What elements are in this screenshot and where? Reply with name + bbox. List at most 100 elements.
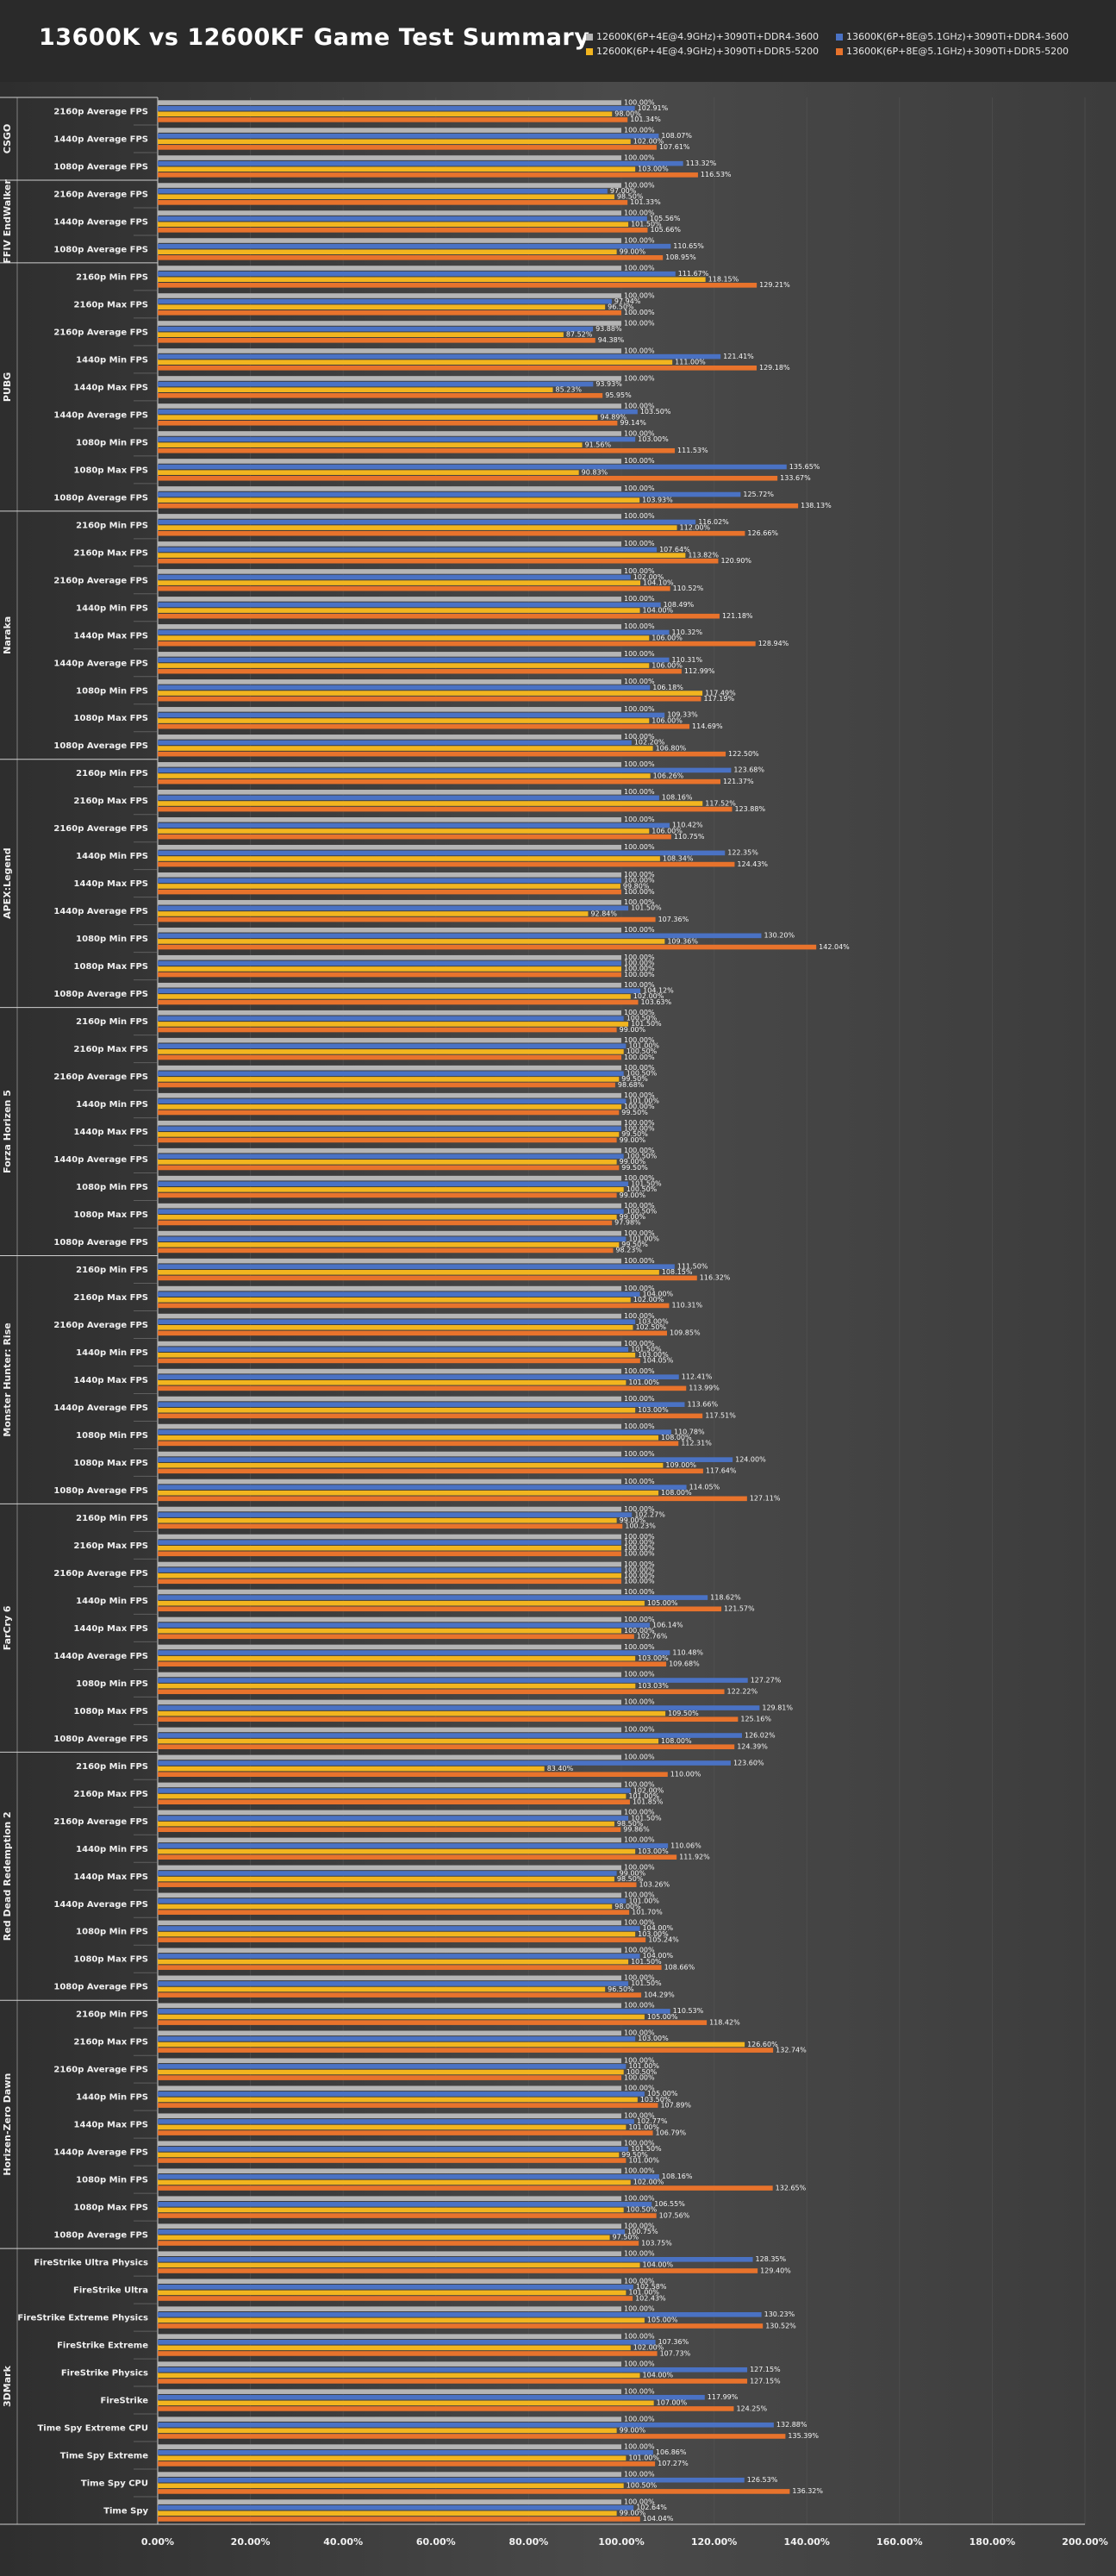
data-label: 107.73% bbox=[660, 2349, 691, 2357]
bar bbox=[158, 1071, 624, 1077]
data-label: 106.80% bbox=[656, 744, 687, 752]
data-label: 136.32% bbox=[792, 2487, 823, 2495]
category-label: 2160p Max FPS bbox=[74, 300, 148, 309]
bar bbox=[158, 2141, 621, 2147]
data-label: 100.00% bbox=[624, 953, 655, 961]
data-label: 100.00% bbox=[624, 678, 655, 685]
data-label: 93.88% bbox=[595, 325, 622, 333]
data-label: 99.00% bbox=[620, 1026, 646, 1034]
bar bbox=[158, 1324, 633, 1330]
bar bbox=[158, 1291, 640, 1297]
data-label: 125.16% bbox=[740, 1716, 771, 1723]
bar bbox=[158, 2257, 753, 2262]
bar bbox=[158, 718, 650, 723]
bar bbox=[158, 1303, 670, 1309]
bar bbox=[158, 790, 621, 795]
category-label: 1080p Max FPS bbox=[74, 1210, 148, 1220]
category-label: 1440p Average FPS bbox=[53, 217, 148, 227]
bar bbox=[158, 2389, 621, 2394]
data-label: 101.50% bbox=[631, 2145, 662, 2153]
bar bbox=[158, 635, 650, 641]
bar bbox=[158, 2085, 621, 2091]
bar bbox=[158, 1567, 621, 1572]
data-label: 100.00% bbox=[624, 898, 655, 906]
category-label: 1440p Average FPS bbox=[53, 410, 148, 420]
bar bbox=[158, 806, 733, 812]
bar bbox=[158, 608, 640, 613]
category-label: 1440p Max FPS bbox=[74, 631, 148, 641]
data-label: 112.00% bbox=[680, 523, 711, 531]
bar bbox=[158, 145, 657, 150]
category-label: 1080p Min FPS bbox=[76, 1679, 148, 1689]
legend-swatch bbox=[586, 34, 593, 41]
data-label: 100.50% bbox=[627, 1070, 658, 1078]
bar bbox=[158, 1485, 687, 1490]
data-label: 124.00% bbox=[735, 1455, 766, 1463]
category-label: Time Spy bbox=[103, 2507, 148, 2517]
bar bbox=[158, 2434, 786, 2439]
data-label: 100.00% bbox=[624, 1588, 655, 1596]
data-label: 110.78% bbox=[674, 1428, 705, 1435]
data-label: 100.00% bbox=[624, 2073, 655, 2081]
data-label: 100.00% bbox=[624, 788, 655, 796]
data-label: 100.00% bbox=[624, 1836, 655, 1844]
bar bbox=[158, 1479, 621, 1485]
data-label: 100.00% bbox=[624, 236, 655, 244]
data-label: 96.50% bbox=[608, 303, 634, 311]
data-label: 105.00% bbox=[647, 2013, 678, 2021]
bar bbox=[158, 210, 621, 216]
data-label: 99.50% bbox=[621, 2151, 648, 2159]
bar bbox=[158, 1898, 627, 1904]
bar bbox=[158, 1810, 621, 1816]
data-label: 104.00% bbox=[643, 2372, 674, 2379]
bar bbox=[158, 111, 613, 117]
bar bbox=[158, 1954, 640, 1959]
data-label: 124.39% bbox=[737, 1743, 768, 1751]
bar bbox=[158, 1027, 617, 1033]
bar bbox=[158, 1551, 621, 1557]
legend-item-1: 12600K(6P+4E@4.9GHz)+3090Ti+DDR4-3600 bbox=[586, 31, 819, 42]
data-label: 100.75% bbox=[627, 2228, 658, 2235]
data-label: 99.50% bbox=[621, 1075, 648, 1083]
bar bbox=[158, 1230, 621, 1236]
bar bbox=[158, 751, 726, 757]
category-label: 1440p Min FPS bbox=[76, 1845, 148, 1854]
category-label: 2160p Max FPS bbox=[74, 2038, 148, 2048]
bar bbox=[158, 696, 701, 702]
data-label: 99.14% bbox=[620, 419, 646, 427]
category-label: 1080p Average FPS bbox=[53, 741, 148, 751]
bar bbox=[158, 2373, 640, 2379]
bar bbox=[158, 1319, 636, 1324]
bar bbox=[158, 321, 621, 326]
bar bbox=[158, 2119, 634, 2124]
bar bbox=[158, 1644, 621, 1650]
data-label: 100.00% bbox=[624, 2002, 655, 2010]
bar bbox=[158, 939, 665, 944]
data-label: 98.50% bbox=[617, 1875, 644, 1883]
bar bbox=[158, 2422, 774, 2428]
bar bbox=[158, 1242, 620, 1247]
bar bbox=[158, 2003, 621, 2009]
data-label: 126.60% bbox=[747, 2041, 778, 2048]
bar bbox=[158, 816, 621, 822]
data-label: 127.15% bbox=[750, 2366, 781, 2373]
category-label: FireStrike bbox=[101, 2397, 149, 2406]
data-label: 108.00% bbox=[661, 1737, 692, 1745]
bar bbox=[158, 856, 660, 861]
data-label: 100.00% bbox=[624, 2387, 655, 2395]
data-label: 100.00% bbox=[624, 1229, 655, 1237]
data-label: 100.00% bbox=[624, 877, 655, 885]
data-label: 100.00% bbox=[624, 181, 655, 189]
group-label: FFIV EndWalker bbox=[2, 179, 13, 264]
bar bbox=[158, 183, 621, 188]
bar bbox=[158, 1270, 659, 1275]
data-label: 99.00% bbox=[620, 1158, 646, 1166]
data-label: 100.00% bbox=[624, 1450, 655, 1458]
bar bbox=[158, 1132, 620, 1137]
data-label: 99.80% bbox=[623, 882, 650, 890]
data-label: 99.00% bbox=[620, 248, 646, 256]
data-label: 117.52% bbox=[705, 799, 736, 807]
bar bbox=[158, 2472, 621, 2477]
bar bbox=[158, 1037, 621, 1043]
data-label: 108.00% bbox=[661, 1489, 692, 1497]
